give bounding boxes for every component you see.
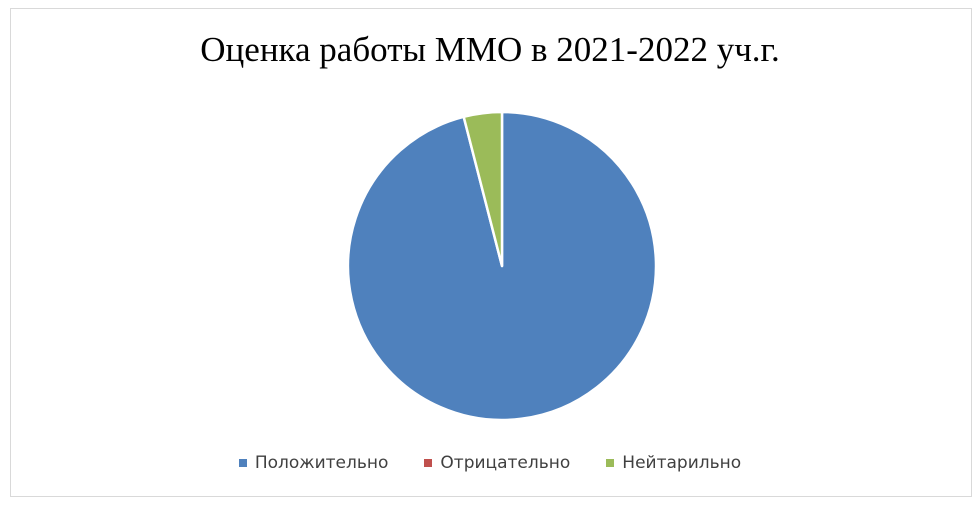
chart-title: Оценка работы ММО в 2021-2022 уч.г. bbox=[200, 30, 780, 69]
legend-label-positive: Положительно bbox=[254, 453, 389, 473]
legend-item-negative: Отрицательно bbox=[424, 453, 570, 473]
legend-swatch-neutral bbox=[606, 459, 615, 467]
pie-slice-neutral bbox=[462, 110, 504, 268]
chart-legend: Положительно Отрицательно Нейтарильно bbox=[0, 451, 980, 475]
legend-swatch-negative bbox=[424, 459, 433, 467]
legend-item-neutral: Нейтарильно bbox=[606, 453, 741, 473]
legend-item-positive: Положительно bbox=[238, 453, 389, 473]
legend-swatch-positive bbox=[238, 459, 247, 467]
legend-label-neutral: Нейтарильно bbox=[622, 453, 742, 473]
legend-label-negative: Отрицательно bbox=[440, 453, 571, 473]
